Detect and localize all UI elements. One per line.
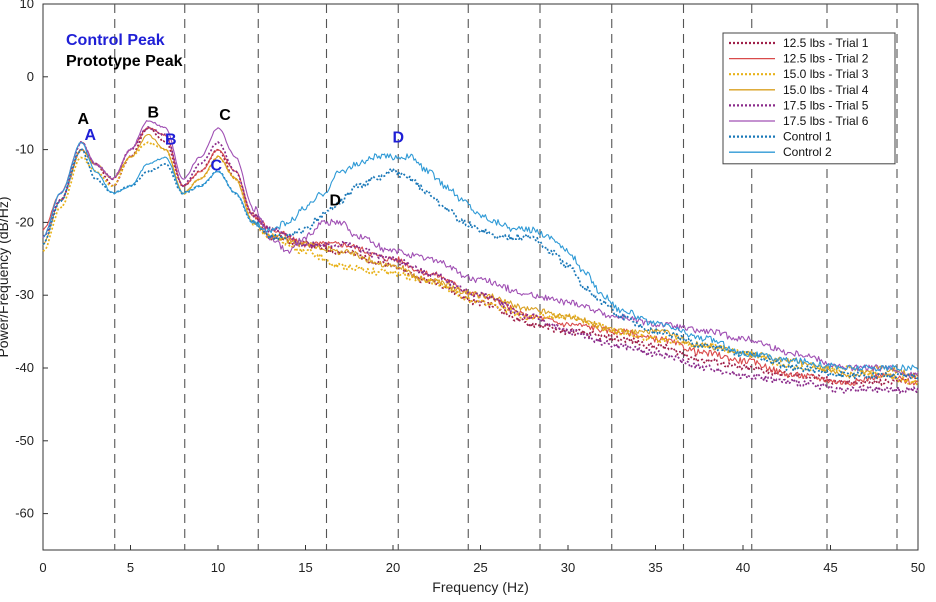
series-line-0 [42,126,919,387]
x-tick-label-0: 0 [39,560,46,575]
series-line-7 [42,142,919,372]
y-axis-label: Power/Frequency (dB/Hz) [0,196,11,357]
legend-label-5: 17.5 lbs - Trial 6 [783,114,869,128]
x-axis-label: Frequency (Hz) [432,579,528,595]
key-text-1: Prototype Peak [66,53,183,70]
y-tick-label-4: -30 [15,287,34,302]
x-tick-label-10: 50 [911,560,925,575]
x-tick-label-2: 10 [211,560,225,575]
legend: 12.5 lbs - Trial 112.5 lbs - Trial 215.0… [722,32,896,165]
series-lines [42,120,919,394]
peak-label-3: B [165,132,177,149]
legend-label-0: 12.5 lbs - Trial 1 [783,36,869,50]
series-line-4 [42,126,919,394]
peak-label-2: B [147,105,159,122]
x-tick-label-4: 20 [386,560,400,575]
peak-label-7: D [392,129,404,146]
peak-label-1: A [84,127,96,144]
peak-label-0: A [77,111,89,128]
y-tick-label-0: 10 [20,0,34,11]
series-line-2 [42,141,919,386]
y-tick-label-7: -60 [15,506,34,521]
peak-key: Control Peak Prototype Peak [66,32,183,70]
y-tick-label-6: -50 [15,433,34,448]
peak-labels: AA BB C C D D [77,105,404,210]
legend-label-1: 12.5 lbs - Trial 2 [783,52,869,66]
x-tick-label-5: 25 [473,560,487,575]
y-tick-label-5: -40 [15,360,34,375]
y-tick-label-1: 0 [27,69,34,84]
x-tick-label-6: 30 [561,560,575,575]
legend-label-7: Control 2 [783,145,832,159]
peak-label-5: C [210,158,222,175]
legend-box [722,32,896,165]
y-tick-label-2: -10 [15,142,34,157]
y-tick-label-3: -20 [15,214,34,229]
x-tick-label-3: 15 [298,560,312,575]
key-text-0: Control Peak [66,32,165,49]
legend-label-3: 15.0 lbs - Trial 4 [783,83,869,97]
x-tick-label-8: 40 [736,560,750,575]
x-tick-label-1: 5 [127,560,134,575]
legend-label-6: Control 1 [783,130,832,144]
peak-label-4: C [219,107,231,124]
x-axis-ticks: 0 5 10 15 20 25 30 35 40 45 50 [39,545,925,575]
legend-label-2: 15.0 lbs - Trial 3 [783,67,869,81]
x-tick-label-9: 45 [823,560,837,575]
legend-label-4: 17.5 lbs - Trial 5 [783,98,869,112]
y-axis-ticks: 10 0 -10 -20 -30 -40 -50 -60 [15,0,48,521]
series-line-5 [42,120,919,378]
peak-label-6: D [329,193,341,210]
x-tick-label-7: 35 [648,560,662,575]
